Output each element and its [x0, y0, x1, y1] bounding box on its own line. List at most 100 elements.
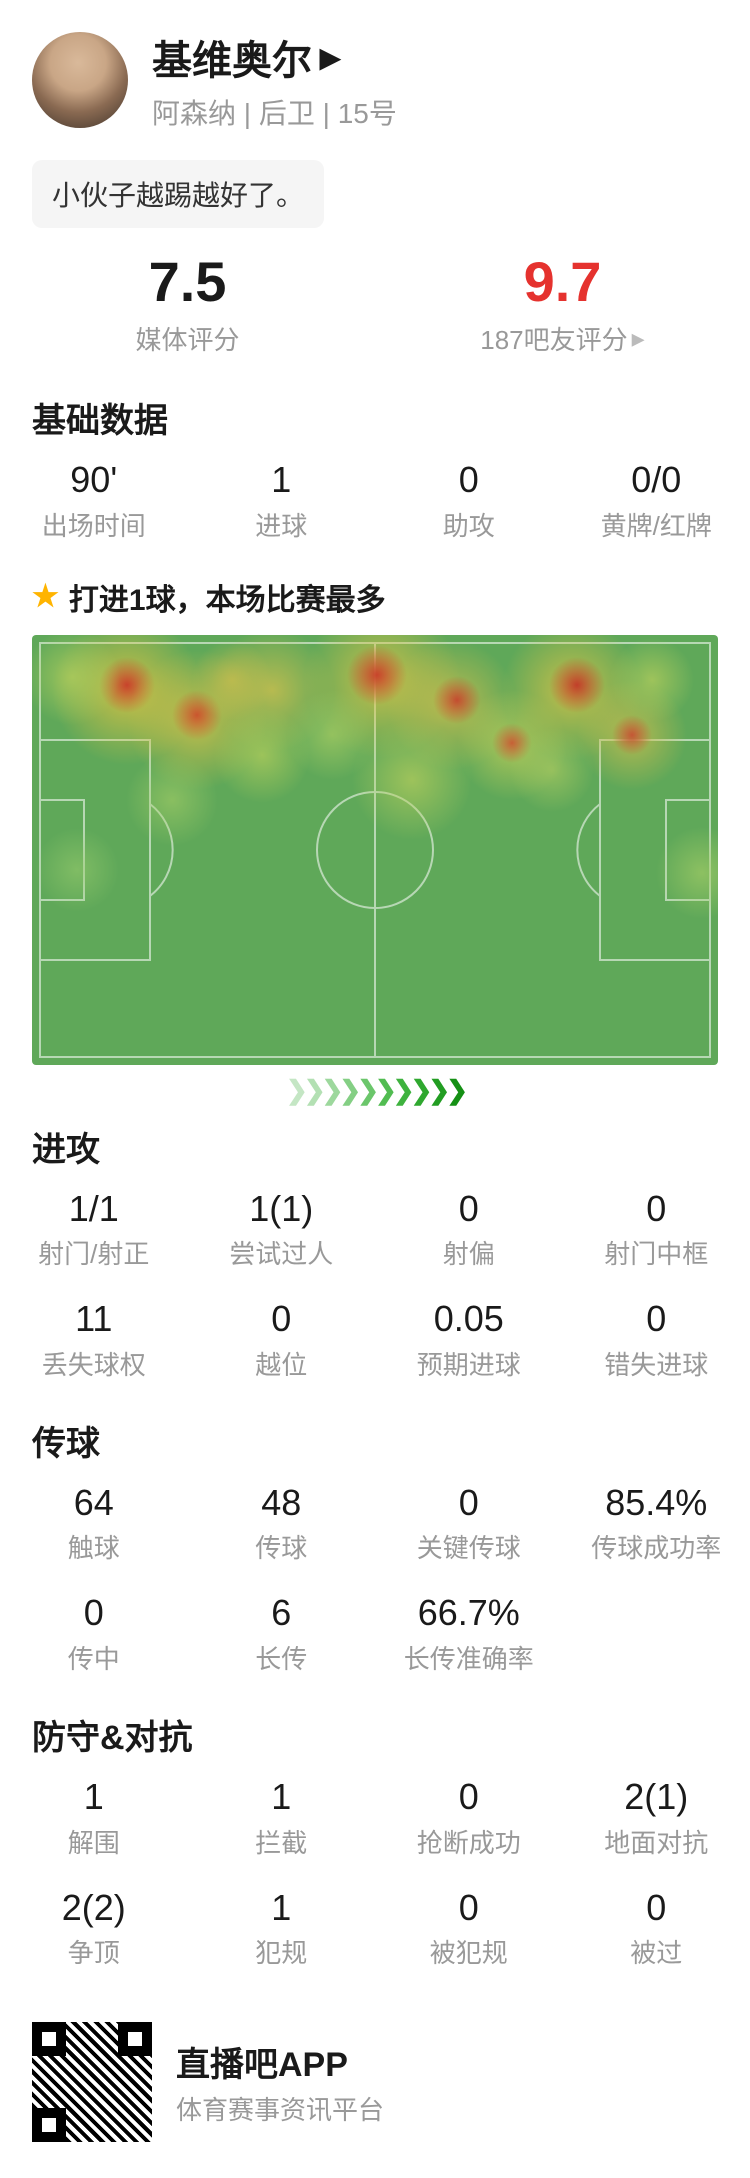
- stat-value: 0: [375, 1888, 563, 1928]
- stat-label: 拦截: [188, 1823, 376, 1860]
- stat-item: 0 被犯规: [375, 1888, 563, 1971]
- stat-label: 出场时间: [0, 506, 188, 543]
- stat-item: 1 进球: [188, 460, 376, 543]
- stat-item: 48 传球: [188, 1483, 376, 1566]
- stat-label: 射门中框: [563, 1234, 750, 1271]
- stat-value: 0: [375, 1777, 563, 1817]
- player-name: 基维奥尔: [152, 28, 312, 86]
- stat-item: 0 传中: [0, 1593, 188, 1676]
- stat-item: 1(1) 尝试过人: [188, 1189, 376, 1272]
- passing-stats: 64触球48传球0关键传球85.4%传球成功率0传中6长传66.7%长传准确率: [0, 1483, 750, 1704]
- stat-value: 6: [188, 1593, 376, 1633]
- stat-label: 争顶: [0, 1933, 188, 1970]
- chevron-right-icon: ▸: [632, 323, 645, 354]
- stat-value: 1: [188, 1777, 376, 1817]
- stat-item: 0 抢断成功: [375, 1777, 563, 1860]
- stat-label: 进球: [188, 506, 376, 543]
- stat-value: 1: [188, 460, 376, 500]
- stat-label: 传球成功率: [563, 1528, 750, 1565]
- stat-item: 0/0 黄牌/红牌: [563, 460, 750, 543]
- stat-item: 0被过: [563, 1888, 750, 1971]
- stat-label: 射偏: [375, 1234, 563, 1271]
- stat-label: 犯规: [188, 1933, 376, 1970]
- stat-value: 0: [563, 1189, 750, 1229]
- stat-item: 0 射门中框: [563, 1189, 750, 1272]
- media-rating-label: 媒体评分: [135, 320, 239, 357]
- stat-value: 66.7%: [375, 1593, 563, 1633]
- stat-label: 传球: [188, 1528, 376, 1565]
- player-avatar[interactable]: [32, 32, 128, 128]
- highlight-row: ★ 打进1球，本场比赛最多: [0, 571, 750, 635]
- stat-item: 1/1射门/射正: [0, 1189, 188, 1272]
- heatmap: [32, 635, 718, 1065]
- stat-label: 长传: [188, 1639, 376, 1676]
- star-icon: ★: [32, 579, 59, 614]
- stat-value: 0: [375, 1189, 563, 1229]
- stat-item: 85.4% 传球成功率: [563, 1483, 750, 1566]
- stat-value: 1: [0, 1777, 188, 1817]
- stat-item: 6 长传: [188, 1593, 376, 1676]
- stat-label: 被过: [563, 1933, 750, 1970]
- stat-value: 48: [188, 1483, 376, 1523]
- stat-value: 0.05: [375, 1299, 563, 1339]
- stat-value: 2(1): [563, 1777, 750, 1817]
- stat-label: 传中: [0, 1639, 188, 1676]
- stat-value: 11: [0, 1299, 188, 1339]
- stat-item: 90' 出场时间: [0, 460, 188, 543]
- stat-label: 解围: [0, 1823, 188, 1860]
- attack-title: 进攻: [0, 1116, 750, 1189]
- stat-item: 2(2) 争顶: [0, 1888, 188, 1971]
- stat-value: 0: [375, 460, 563, 500]
- stat-item: 1 犯规: [188, 1888, 376, 1971]
- stat-value: 0: [0, 1593, 188, 1633]
- stat-label: 越位: [188, 1345, 376, 1382]
- stat-label: 助攻: [375, 506, 563, 543]
- footer-title: 直播吧APP: [176, 2037, 384, 2086]
- stat-item: 0.05 预期进球: [375, 1299, 563, 1382]
- qr-code[interactable]: [32, 2022, 152, 2142]
- fan-rating-label: 187吧友评分▸: [480, 320, 644, 357]
- player-name-row[interactable]: 基维奥尔 ▸: [152, 28, 397, 86]
- stat-label: 关键传球: [375, 1528, 563, 1565]
- direction-indicator: ❯❯❯❯❯❯❯❯❯❯: [0, 1069, 750, 1116]
- fan-rating[interactable]: 9.7 187吧友评分▸: [375, 254, 750, 357]
- stat-label: 抢断成功: [375, 1823, 563, 1860]
- stat-item: 66.7% 长传准确率: [375, 1593, 563, 1676]
- stat-label: 地面对抗: [563, 1823, 750, 1860]
- stat-label: 尝试过人: [188, 1234, 376, 1271]
- passing-title: 传球: [0, 1410, 750, 1483]
- stat-label: 触球: [0, 1528, 188, 1565]
- stat-label: 预期进球: [375, 1345, 563, 1382]
- stat-value: 0: [375, 1483, 563, 1523]
- highlight-text: 打进1球，本场比赛最多: [69, 575, 386, 619]
- stat-item: 0 助攻: [375, 460, 563, 543]
- media-rating: 7.5 媒体评分: [0, 254, 375, 357]
- stat-label: 错失进球: [563, 1345, 750, 1382]
- stat-item: 0 越位: [188, 1299, 376, 1382]
- stat-label: 黄牌/红牌: [563, 506, 750, 543]
- stat-label: 被犯规: [375, 1933, 563, 1970]
- stat-value: 1: [188, 1888, 376, 1928]
- player-quote: 小伙子越踢越好了。: [32, 160, 324, 228]
- stat-value: 1(1): [188, 1189, 376, 1229]
- stat-item: 11 丢失球权: [0, 1299, 188, 1382]
- stat-item: 1 解围: [0, 1777, 188, 1860]
- stat-item: 0 射偏: [375, 1189, 563, 1272]
- defense-stats: 1解围1拦截0抢断成功2(1)地面对抗2(2)争顶1犯规0被犯规0被过: [0, 1777, 750, 1998]
- stat-value: 0: [563, 1299, 750, 1339]
- stat-item: 64 触球: [0, 1483, 188, 1566]
- stat-label: 长传准确率: [375, 1639, 563, 1676]
- stat-value: 0: [188, 1299, 376, 1339]
- stat-value: 0/0: [563, 460, 750, 500]
- defense-title: 防守&对抗: [0, 1704, 750, 1777]
- attack-stats: 1/1射门/射正1(1)尝试过人0射偏0射门中框11丢失球权0越位0.05预期进…: [0, 1189, 750, 1410]
- stat-value: 2(2): [0, 1888, 188, 1928]
- stat-label: 丢失球权: [0, 1345, 188, 1382]
- chevron-right-icon: ▸: [320, 34, 340, 80]
- stat-value: 90': [0, 460, 188, 500]
- stat-value: 85.4%: [563, 1483, 750, 1523]
- stat-item: 2(1) 地面对抗: [563, 1777, 750, 1860]
- fan-rating-value: 9.7: [375, 254, 750, 310]
- stat-value: 64: [0, 1483, 188, 1523]
- media-rating-value: 7.5: [0, 254, 375, 310]
